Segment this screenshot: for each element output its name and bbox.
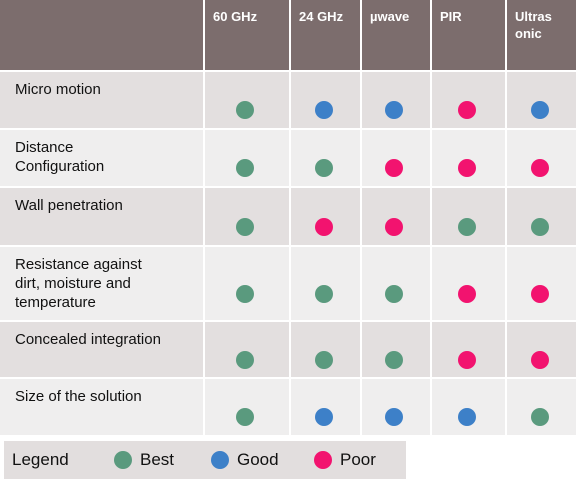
- legend-label: Poor: [340, 450, 376, 469]
- rating-cell: [362, 247, 430, 320]
- rating-dot: [314, 217, 333, 236]
- row-label: Size of the solution: [0, 379, 203, 435]
- rating-dot: [457, 159, 476, 177]
- rating-cell: [362, 72, 430, 128]
- rating-cell: [291, 130, 360, 186]
- rating-dot: [236, 159, 254, 177]
- rating-cell: [432, 72, 505, 128]
- rating-cell: [432, 379, 505, 435]
- rating-dot: [236, 284, 254, 303]
- legend-dot: [211, 451, 229, 469]
- rating-cell: [507, 322, 576, 377]
- row-label: Resistance against dirt, moisture and te…: [0, 247, 203, 320]
- legend-dot: [314, 451, 332, 469]
- rating-dot: [385, 350, 403, 369]
- row-label: Micro motion: [0, 72, 203, 128]
- rating-dot: [385, 159, 403, 177]
- rating-cell: [205, 188, 289, 245]
- rating-cell: [507, 379, 576, 435]
- rating-dot: [314, 101, 333, 119]
- legend-label: Best: [140, 450, 175, 469]
- header-cell: PIR: [432, 0, 505, 70]
- legend: Legend Best Good Poor: [4, 441, 406, 479]
- rating-cell: [205, 72, 289, 128]
- rating-cell: [507, 130, 576, 186]
- row-label: Concealed integration: [0, 322, 203, 377]
- rating-dot: [457, 350, 476, 369]
- rating-dot: [236, 101, 254, 119]
- rating-dot: [457, 101, 476, 119]
- rating-cell: [362, 379, 430, 435]
- rating-cell: [432, 247, 505, 320]
- rating-dot: [530, 350, 549, 369]
- rating-dot: [530, 217, 549, 236]
- rating-dot: [530, 159, 549, 177]
- rating-dot: [314, 350, 333, 369]
- legend-dot: [114, 451, 132, 469]
- rating-cell: [291, 322, 360, 377]
- rating-dot: [457, 408, 476, 426]
- rating-dot: [385, 217, 403, 236]
- legend-label: Good: [237, 450, 279, 469]
- rating-cell: [291, 247, 360, 320]
- rating-dot: [385, 408, 403, 426]
- rating-dot: [530, 101, 549, 119]
- rating-cell: [205, 130, 289, 186]
- rating-cell: [507, 72, 576, 128]
- rating-cell: [362, 130, 430, 186]
- header-cell: µwave: [362, 0, 430, 70]
- rating-cell: [432, 322, 505, 377]
- rating-dot: [236, 350, 254, 369]
- rating-cell: [205, 379, 289, 435]
- rating-dot: [314, 284, 333, 303]
- rating-dot: [457, 284, 476, 303]
- rating-cell: [432, 188, 505, 245]
- rating-dot: [457, 217, 476, 236]
- header-cell: Ultras onic: [507, 0, 576, 70]
- legend-title: Legend: [12, 450, 69, 469]
- rating-dot: [530, 284, 549, 303]
- rating-cell: [507, 247, 576, 320]
- rating-cell: [362, 322, 430, 377]
- rating-dot: [385, 284, 403, 303]
- rating-cell: [362, 188, 430, 245]
- rating-cell: [291, 72, 360, 128]
- rating-dot: [530, 408, 549, 426]
- rating-dot: [236, 217, 254, 236]
- rating-cell: [291, 379, 360, 435]
- rating-dot: [236, 408, 254, 426]
- row-label: Wall penetration: [0, 188, 203, 245]
- rating-dot: [385, 101, 403, 119]
- rating-cell: [291, 188, 360, 245]
- header-cell: [0, 0, 203, 70]
- rating-cell: [507, 188, 576, 245]
- rating-cell: [432, 130, 505, 186]
- header-cell: 24 GHz: [291, 0, 360, 70]
- rating-cell: [205, 247, 289, 320]
- rating-dot: [314, 408, 333, 426]
- rating-dot: [314, 159, 333, 177]
- row-label: Distance Configuration: [0, 130, 203, 186]
- rating-cell: [205, 322, 289, 377]
- header-cell: 60 GHz: [205, 0, 289, 70]
